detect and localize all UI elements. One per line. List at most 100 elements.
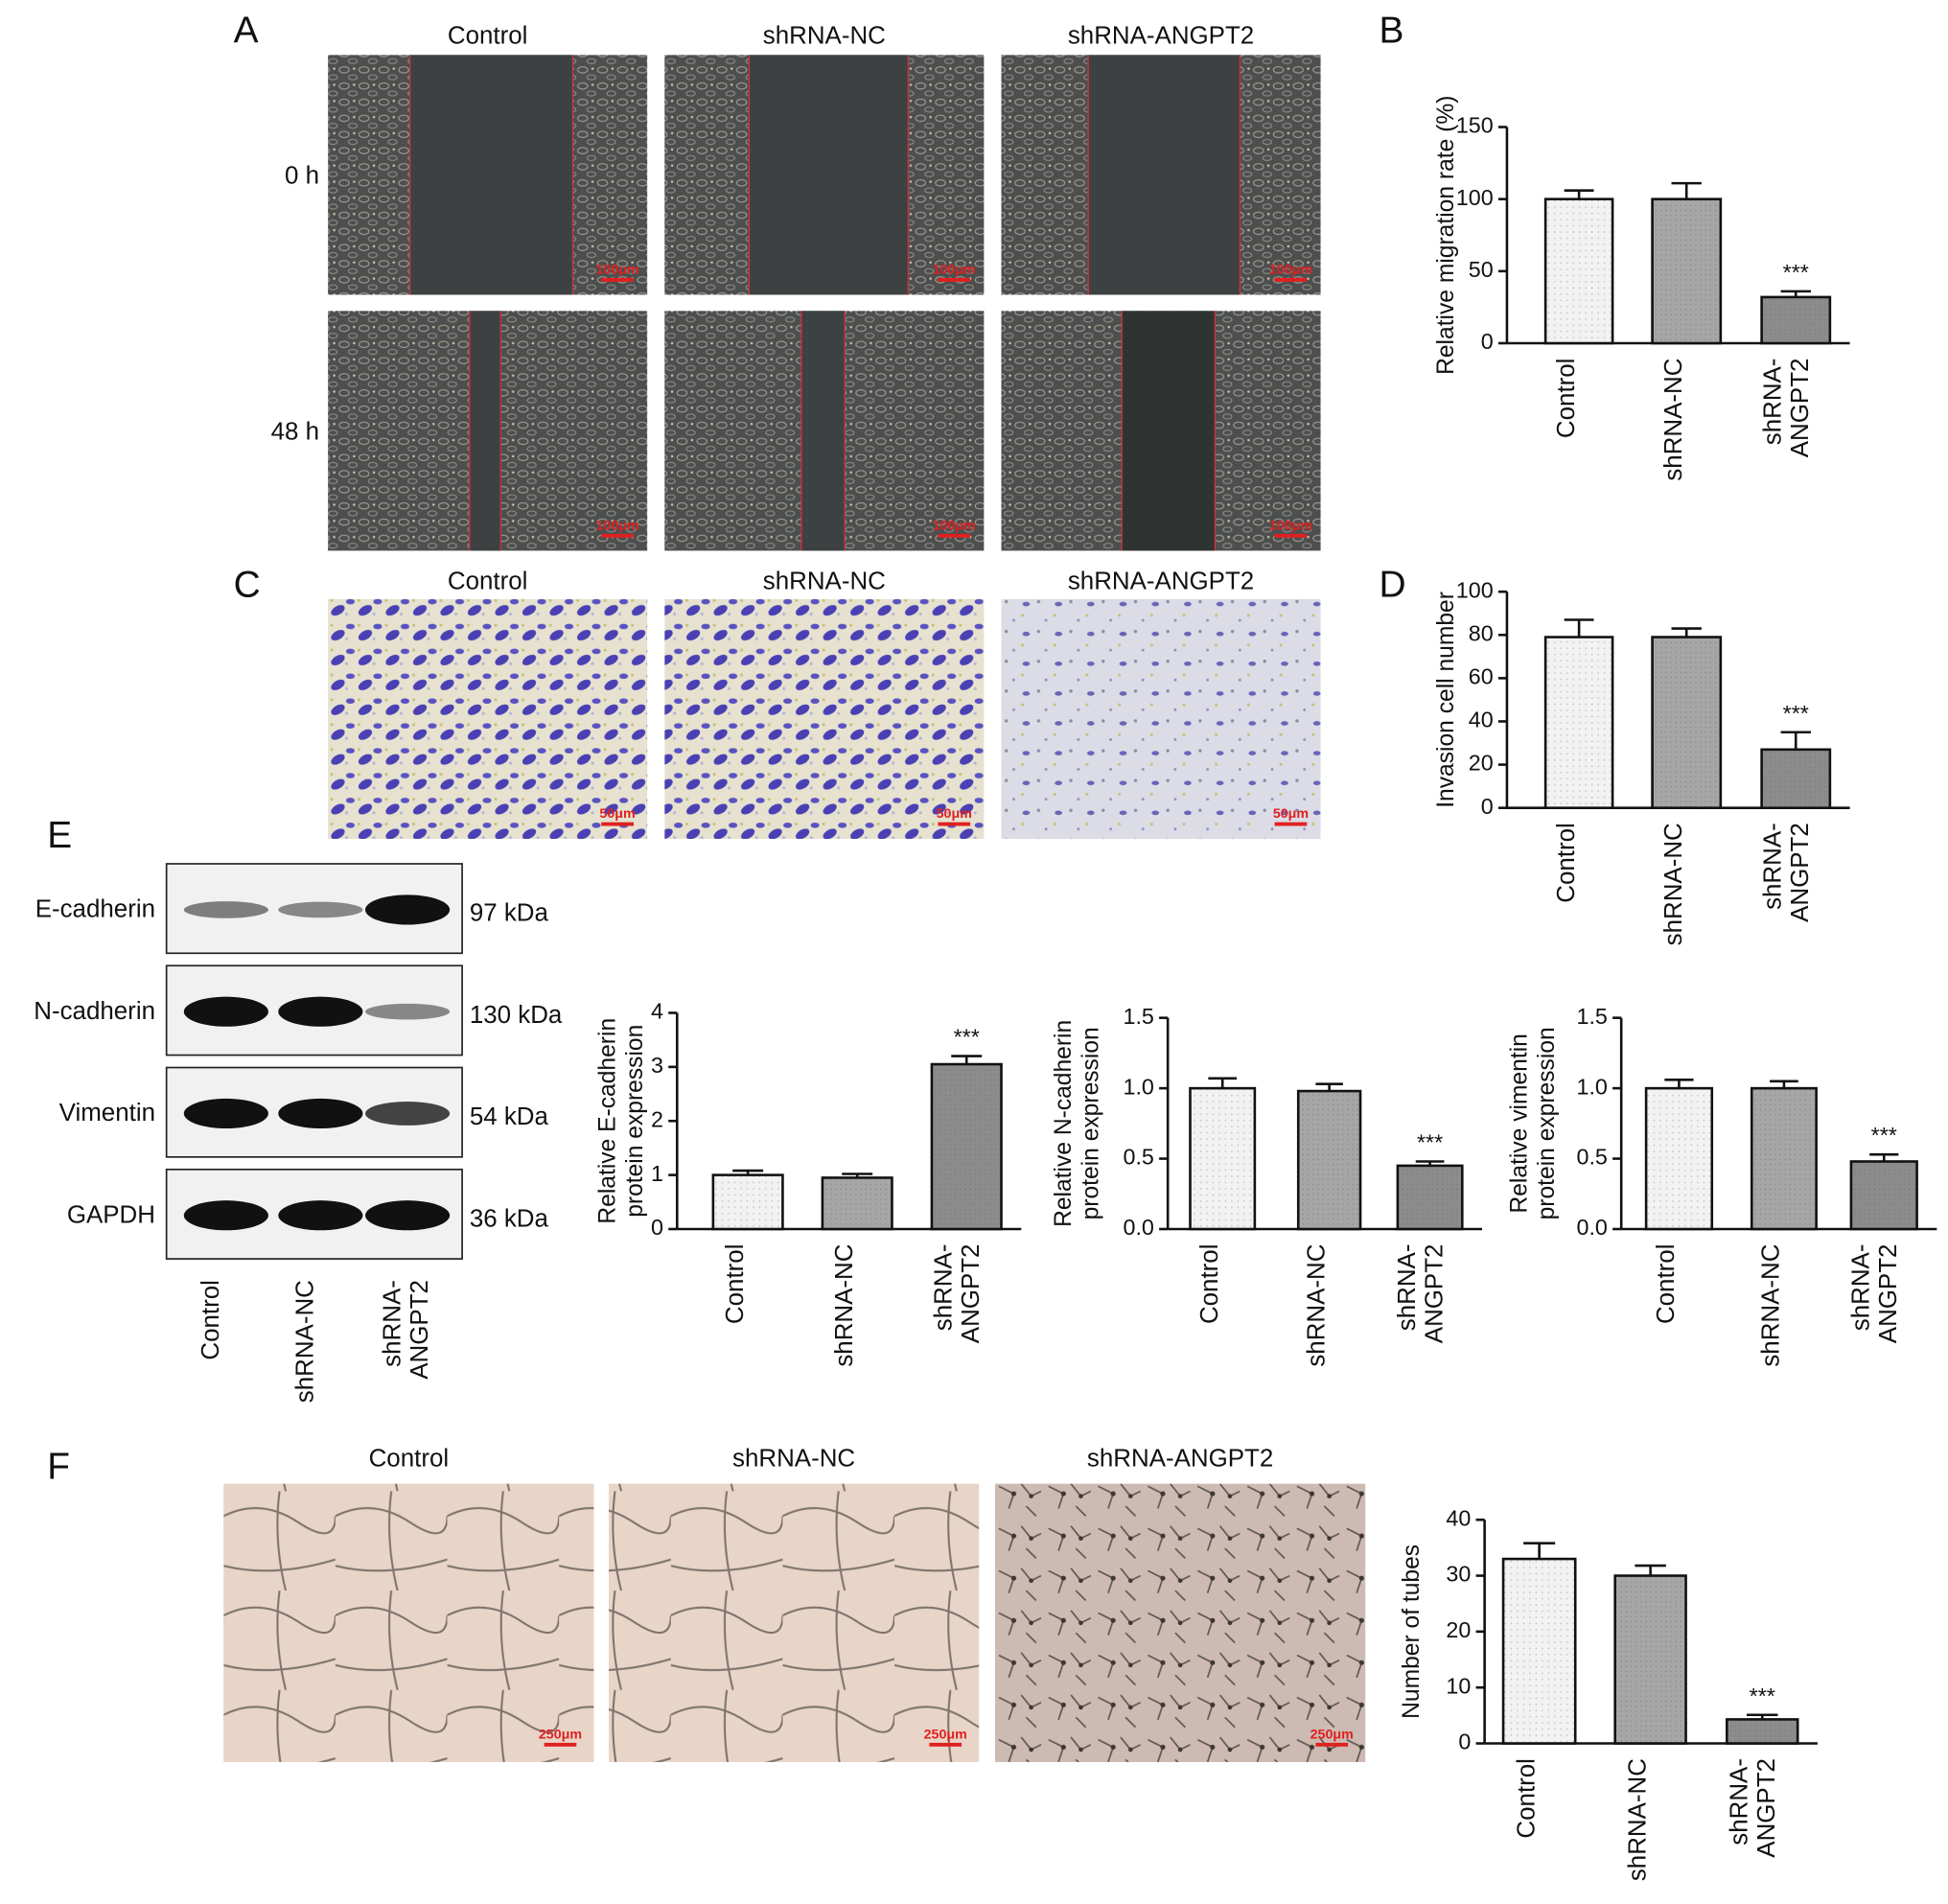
y-tick-label: 0 <box>1481 794 1494 819</box>
column-title: shRNA-NC <box>732 1446 855 1473</box>
y-axis-label-line: Invasion cell number <box>1433 592 1459 808</box>
column-title: shRNA-ANGPT2 <box>1068 569 1254 595</box>
bar-texture <box>1653 638 1720 807</box>
blot-band <box>365 1102 451 1126</box>
error-bar <box>1780 290 1811 297</box>
x-tick-label: Control <box>1513 1758 1540 1839</box>
x-tick-label: shRNA-NC <box>1624 1758 1651 1881</box>
y-tick-label: 40 <box>1469 708 1494 732</box>
y-tick-label: 0 <box>1458 1730 1471 1754</box>
scale-bar-label: 250μm <box>539 1727 582 1742</box>
significance: *** <box>1417 1130 1443 1155</box>
y-tick-label: 100 <box>1456 185 1494 210</box>
error-bar <box>1780 731 1811 750</box>
micrograph <box>609 1483 980 1762</box>
blot-band <box>183 1200 268 1231</box>
y-tick-label: 150 <box>1456 113 1494 138</box>
x-tick-label: shRNA-ANGPT2 <box>1848 1244 1903 1344</box>
significance: *** <box>954 1025 980 1050</box>
scratch-area <box>469 311 501 551</box>
y-axis-label-line: Relative vimentin <box>1507 1033 1533 1213</box>
lane-label: Control <box>197 1280 224 1360</box>
scale-bar-label: 100μm <box>1269 262 1312 277</box>
blot-band <box>183 996 268 1027</box>
bar-texture <box>1647 1089 1711 1228</box>
error-bar <box>1664 1079 1694 1089</box>
panel-label: A <box>234 10 259 51</box>
error-bar <box>732 1169 764 1175</box>
column-title: Control <box>448 23 528 50</box>
y-tick-label: 0.0 <box>1123 1215 1153 1240</box>
scratch-area <box>800 311 846 551</box>
row-label: 0 h <box>285 162 319 189</box>
y-axis-label: Relative N-cadherinprotein expression <box>1051 1020 1104 1227</box>
blot-band <box>278 1200 363 1231</box>
column-title: Control <box>369 1446 450 1473</box>
blot-band <box>183 901 268 918</box>
scratch-area <box>1088 55 1241 295</box>
x-tick-label: Control <box>722 1244 749 1325</box>
scale-bar-label: 100μm <box>933 262 976 277</box>
x-tick-label: shRNA-NC <box>831 1244 858 1367</box>
y-tick-label: 20 <box>1446 1617 1471 1642</box>
x-tick-label: shRNA-ANGPT2 <box>931 1244 986 1344</box>
significance: *** <box>1783 701 1809 726</box>
significance: *** <box>1871 1123 1897 1148</box>
bar-texture <box>1728 1720 1797 1743</box>
error-bar <box>1523 1542 1556 1560</box>
bar-texture <box>933 1065 1001 1228</box>
scale-bar-label: 100μm <box>933 518 976 533</box>
protein-size: 54 kDa <box>470 1103 549 1130</box>
micrograph <box>223 1483 594 1762</box>
scratch-area <box>1122 311 1216 551</box>
y-axis-label-line: Number of tubes <box>1399 1544 1425 1719</box>
error-bar <box>1564 618 1594 638</box>
lane-label: shRNA-NC <box>292 1280 319 1403</box>
x-tick-label: shRNA-ANGPT2 <box>1727 1758 1781 1858</box>
y-tick-label: 1.5 <box>1123 1004 1153 1029</box>
y-tick-label: 0.5 <box>1123 1145 1153 1170</box>
y-axis-label: Relative E-cadherinprotein expression <box>594 1018 648 1224</box>
bar-texture <box>1852 1162 1916 1228</box>
y-tick-label: 20 <box>1469 751 1494 776</box>
y-axis-label-line: Relative N-cadherin <box>1051 1020 1077 1227</box>
scale-bar-label: 100μm <box>1269 518 1312 533</box>
lane-label: shRNA-ANGPT2 <box>379 1280 433 1380</box>
protein-label: Vimentin <box>59 1100 155 1126</box>
y-tick-label: 4 <box>651 999 663 1024</box>
y-tick-label: 30 <box>1446 1562 1471 1587</box>
blot-band <box>278 996 363 1027</box>
scale-bar-label: 250μm <box>924 1727 967 1742</box>
y-tick-label: 50 <box>1469 257 1494 282</box>
error-bar <box>1208 1077 1238 1089</box>
column-title: Control <box>448 569 528 595</box>
y-axis-label: Relative vimentinprotein expression <box>1507 1027 1561 1219</box>
y-tick-label: 40 <box>1446 1505 1471 1530</box>
bar-texture <box>1653 199 1720 342</box>
scratch-area <box>749 55 909 295</box>
bar-texture <box>1546 199 1612 342</box>
column-title: shRNA-NC <box>763 569 886 595</box>
y-tick-label: 0.0 <box>1576 1215 1607 1240</box>
column-title: shRNA-ANGPT2 <box>1087 1446 1273 1473</box>
bar-texture <box>1299 1092 1359 1228</box>
y-axis-label-line: protein expression <box>1078 1027 1104 1219</box>
column-title: shRNA-ANGPT2 <box>1068 23 1254 50</box>
y-axis-label: Invasion cell number <box>1433 592 1459 808</box>
panel-label: E <box>47 815 72 856</box>
x-tick-label: shRNA-NC <box>1660 359 1687 481</box>
significance: *** <box>1750 1683 1775 1708</box>
blot-band <box>365 894 451 925</box>
y-tick-label: 0.5 <box>1576 1145 1607 1170</box>
micrograph <box>995 1483 1366 1762</box>
bar-texture <box>1615 1576 1685 1743</box>
micrograph <box>1001 598 1321 840</box>
bar-texture <box>1762 751 1829 807</box>
scale-bar-label: 250μm <box>1310 1727 1354 1742</box>
blot-band <box>278 901 363 918</box>
scale-bar-label: 100μm <box>595 262 638 277</box>
error-bar <box>1747 1713 1778 1720</box>
y-axis-label-line: Relative E-cadherin <box>594 1018 620 1224</box>
micrograph <box>328 598 648 840</box>
